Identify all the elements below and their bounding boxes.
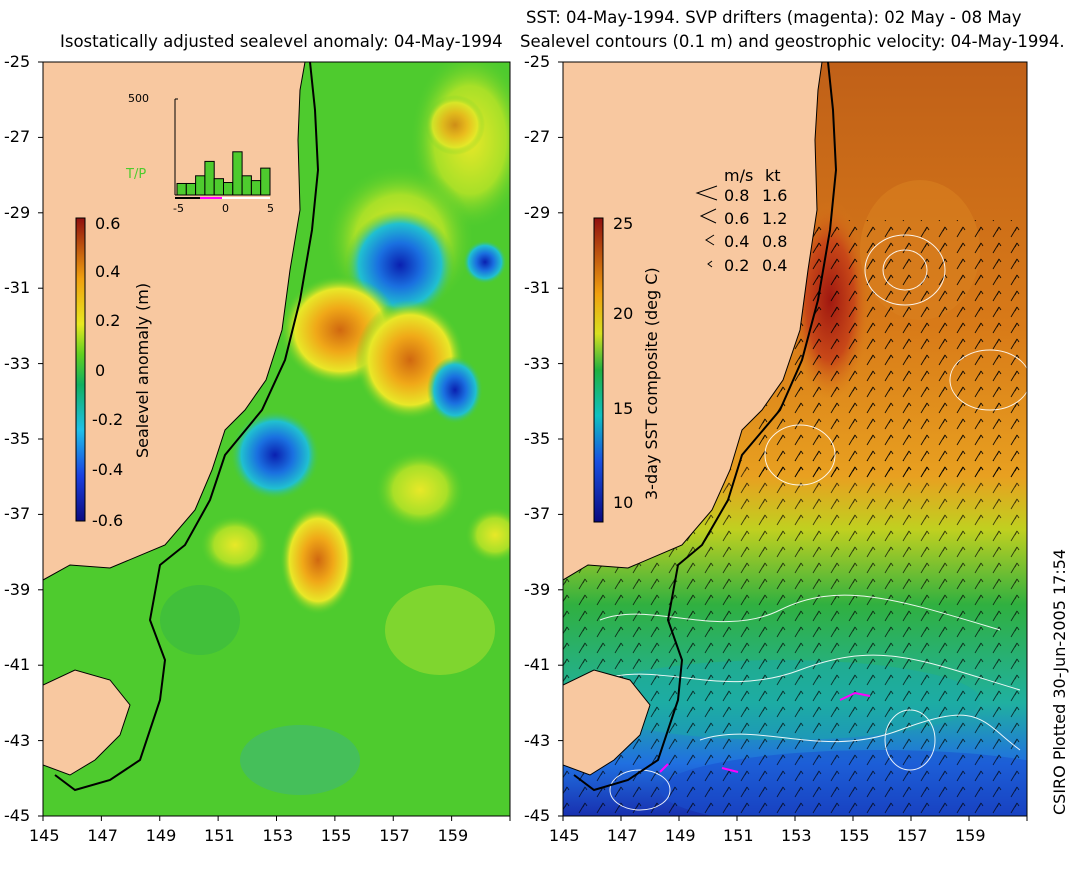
latitude-label: -35: [4, 429, 31, 448]
histogram-bar: [232, 151, 243, 196]
velocity-legend-kt: 0.8: [762, 232, 788, 251]
latitude-label: -39: [4, 579, 31, 599]
longitude-label: 153: [262, 826, 294, 845]
histogram-series-label: T/P: [126, 167, 147, 182]
sst-colorbar-tick: 20: [613, 304, 634, 323]
tp-histogram: [174, 98, 271, 199]
left-panel-title: Isostatically adjusted sealevel anomaly:…: [60, 32, 503, 51]
velocity-legend-arrows: [695, 185, 718, 268]
latitude-label: -41: [4, 655, 31, 675]
histogram-bar: [204, 160, 215, 196]
sst-colorbar-tick: 10: [613, 493, 634, 512]
histogram-bar: [241, 175, 252, 196]
longitude-label: 149: [665, 826, 696, 845]
longitude-label: 147: [87, 826, 118, 845]
velocity-legend-header-kt: kt: [765, 166, 781, 185]
latitude-label: -27: [4, 127, 31, 147]
histogram-bar: [250, 180, 262, 196]
histogram-bar: [185, 182, 197, 196]
sla-colorbar-tick: -0.2: [92, 410, 124, 429]
latitude-label: -41: [524, 655, 551, 675]
plot-credit: CSIRO Plotted 30-Jun-2005 17:54: [1050, 548, 1069, 815]
latitude-label: -37: [524, 504, 551, 524]
latitude-label: -33: [524, 353, 551, 373]
sla-colorbar-tick: 0: [95, 361, 106, 380]
latitude-label: -43: [524, 730, 551, 750]
longitude-label: 159: [437, 826, 469, 845]
latitude-label: -45: [524, 806, 551, 825]
longitude-label: 157: [379, 826, 410, 845]
longitude-label: 155: [320, 826, 352, 845]
sla-colorbar-tick: -0.6: [92, 511, 124, 530]
latitude-label: -31: [524, 278, 551, 298]
sla-colorbar-tick: 0.4: [95, 262, 121, 281]
right-map-area: [563, 62, 1027, 816]
axis-ticks: [38, 61, 1028, 821]
longitude-label: 145: [29, 826, 60, 845]
histogram-bar: [195, 175, 206, 196]
sealevel-colorbar: [75, 217, 86, 522]
velocity-legend-ms: 0.4: [724, 232, 750, 251]
velocity-legend-ms: 0.2: [724, 256, 750, 275]
latitude-label: -37: [4, 504, 31, 524]
right-panel-title-line2: Sealevel contours (0.1 m) and geostrophi…: [520, 32, 1065, 51]
longitude-label: 157: [897, 826, 928, 845]
histogram-xtick-neg5: -5: [173, 202, 184, 215]
histogram-bar: [223, 182, 234, 196]
svp-drifter-track: [659, 763, 669, 773]
latitude-label: -29: [4, 202, 31, 222]
latitude-label: -39: [524, 579, 551, 599]
sst-colorbar: [593, 217, 604, 523]
right-panel-title-line1: SST: 04-May-1994. SVP drifters (magenta)…: [526, 8, 1022, 27]
velocity-legend-kt: 1.6: [762, 186, 788, 205]
svp-drifter-track: [839, 691, 871, 701]
latitude-label: -31: [4, 278, 31, 298]
sla-colorbar-tick: -0.4: [92, 460, 124, 479]
velocity-legend-header-ms: m/s: [724, 166, 754, 185]
histogram-xtick-5: 5: [267, 202, 274, 215]
latitude-label: -25: [4, 52, 31, 71]
velocity-legend-ms: 0.8: [724, 186, 750, 205]
sla-colorbar-tick: 0.6: [95, 214, 121, 233]
longitude-label: 147: [607, 826, 638, 845]
sst-colorbar-label: 3-day SST composite (deg C): [642, 267, 661, 500]
latitude-label: -45: [4, 806, 31, 825]
histogram-ymax-label: 500: [128, 92, 149, 105]
longitude-label: 155: [839, 826, 870, 845]
velocity-legend-kt: 1.2: [762, 209, 788, 228]
latitude-label: -25: [524, 52, 551, 71]
longitude-label: 145: [549, 826, 580, 845]
sst-colorbar-tick: 25: [613, 214, 634, 233]
longitude-label: 151: [723, 826, 754, 845]
histogram-bar: [176, 182, 187, 196]
latitude-label: -35: [524, 429, 551, 448]
velocity-legend-ms: 0.6: [724, 209, 750, 228]
longitude-label: 159: [955, 826, 986, 845]
longitude-label: 151: [204, 826, 235, 845]
sst-colorbar-tick: 15: [613, 399, 634, 418]
longitude-label: 149: [145, 826, 177, 845]
histogram-xtick-0: 0: [222, 202, 229, 215]
latitude-label: -29: [524, 202, 551, 222]
histogram-bar: [260, 167, 271, 196]
latitude-label: -33: [4, 353, 31, 373]
velocity-legend-kt: 0.4: [762, 256, 788, 275]
longitude-label: 153: [781, 826, 812, 845]
histogram-bar: [213, 178, 224, 196]
sla-colorbar-tick: 0.2: [95, 311, 121, 330]
latitude-label: -43: [4, 730, 31, 750]
left-map-area: [43, 62, 510, 816]
svp-drifter-track: [721, 767, 739, 773]
sla-colorbar-label: Sealevel anomaly (m): [133, 282, 152, 458]
latitude-label: -27: [524, 127, 551, 147]
